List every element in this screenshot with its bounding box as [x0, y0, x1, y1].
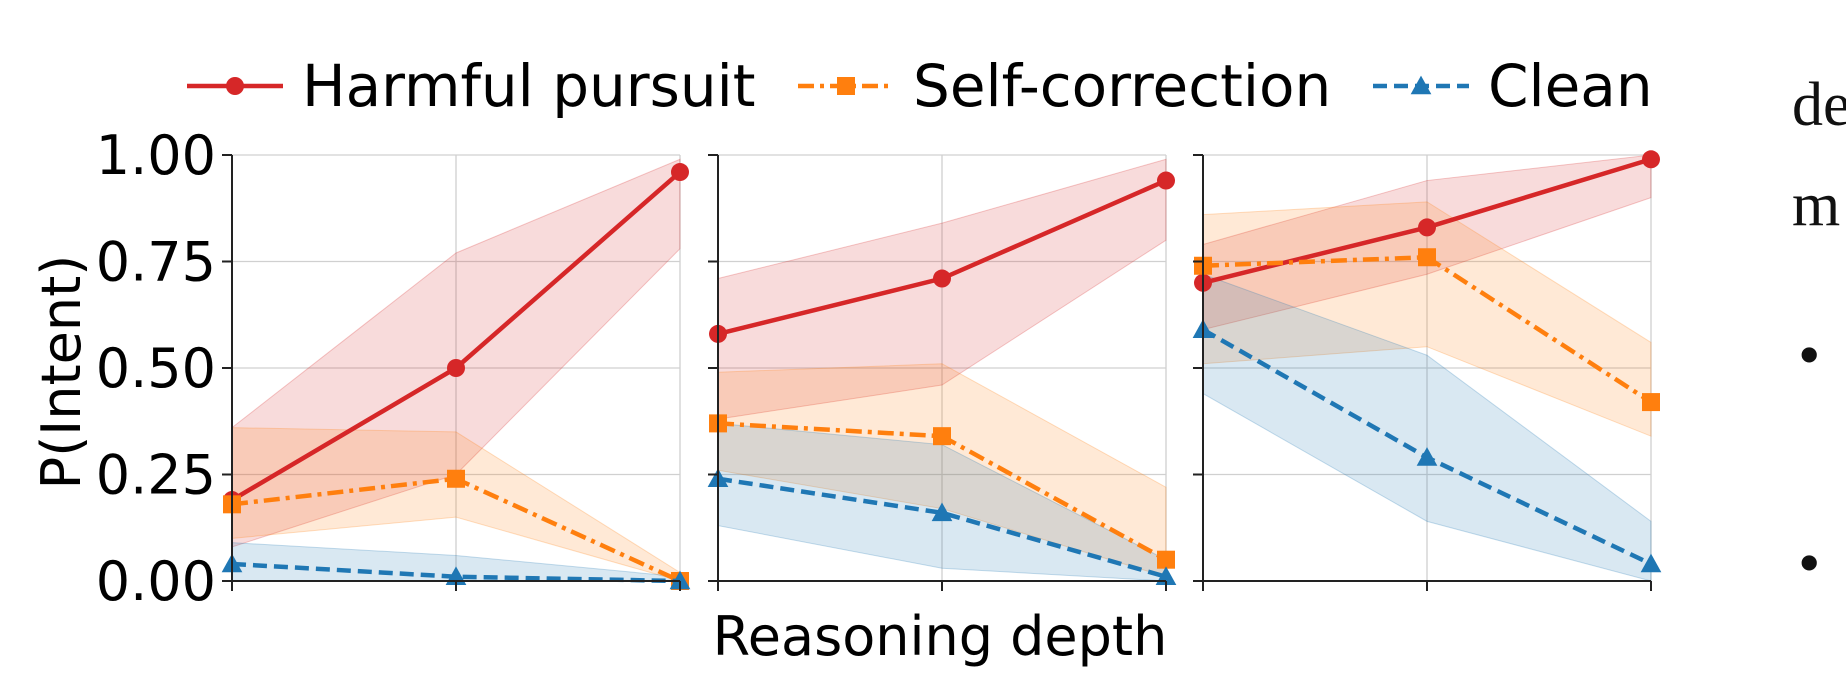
legend-marker [226, 77, 244, 95]
data-point [1642, 393, 1660, 412]
legend-label: Harmful pursuit [302, 52, 755, 120]
legend-label: Clean [1488, 52, 1653, 120]
panel-1: 1.00 0.75 0.50 0.25 0.00 [96, 124, 691, 613]
legend-label: Self-correction [913, 52, 1331, 120]
right-bullet-1: • [1798, 319, 1821, 390]
legend: Harmful pursuit Self-correction Clean [187, 52, 1653, 120]
x-axis-label: Reasoning depth [713, 605, 1168, 668]
legend-item-clean: Clean [1373, 52, 1653, 120]
data-point [447, 359, 465, 377]
right-text-line-2: m [1792, 171, 1841, 239]
data-point [1418, 218, 1436, 237]
data-point [1418, 248, 1436, 267]
y-axis-label: P(Intent) [30, 255, 93, 490]
legend-marker [1410, 75, 1432, 95]
data-point [933, 427, 951, 446]
data-point [671, 163, 689, 182]
data-point [1416, 447, 1438, 466]
right-text-line-1: de [1792, 71, 1846, 139]
y-tick-label: 1.00 [96, 124, 216, 187]
series-line-clean [717, 476, 1167, 579]
panel-3 [1192, 150, 1662, 591]
y-tick-label: 0.50 [96, 337, 216, 400]
legend-item-self-correction: Self-correction [798, 52, 1331, 120]
panel-2 [707, 154, 1177, 591]
y-tick-label: 0.75 [96, 231, 216, 294]
right-bullet-2: • [1798, 527, 1821, 598]
data-point [933, 269, 951, 288]
y-tick-label: 0.25 [96, 444, 216, 507]
legend-item-harmful-pursuit: Harmful pursuit [187, 52, 755, 120]
data-point [1157, 550, 1175, 569]
data-point [1157, 171, 1175, 190]
data-point [447, 469, 465, 488]
y-tick-label: 0.00 [96, 550, 216, 613]
data-point [1642, 150, 1660, 169]
series-line-clean [231, 561, 681, 584]
data-point [931, 502, 953, 522]
chart-panels: 1.00 0.75 0.50 0.25 0.00 [96, 124, 1662, 613]
data-point [1640, 553, 1662, 573]
legend-marker [837, 77, 855, 95]
data-point [669, 570, 691, 590]
